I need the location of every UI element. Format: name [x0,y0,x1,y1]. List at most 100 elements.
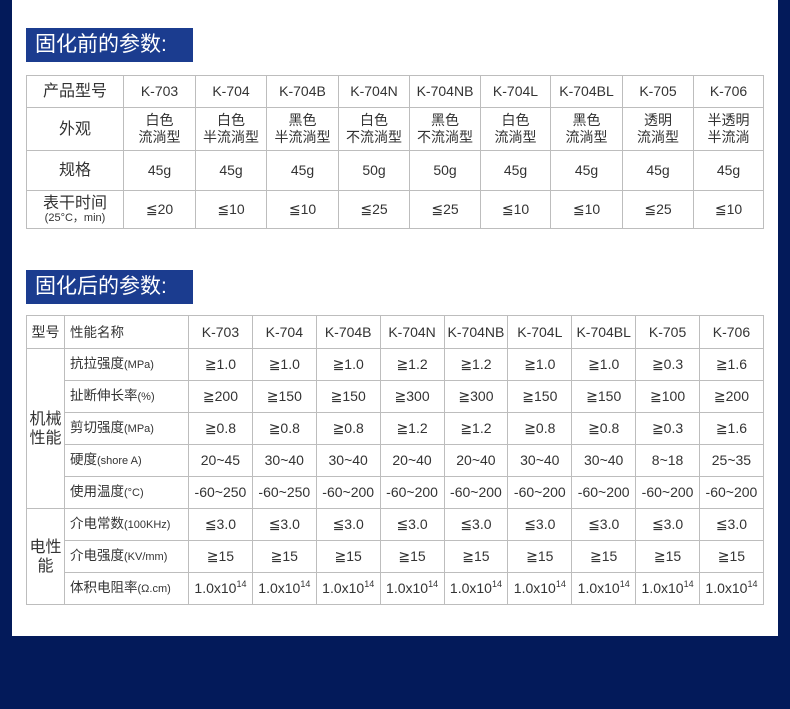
model-header: K-704N [379,315,445,349]
table-cell: 白色 流淌型 [480,107,551,151]
table-cell: ≧15 [188,540,253,573]
model-header: K-704B [266,75,339,108]
table-cell: 1.0x1014 [635,572,700,605]
model-header: K-704NB [409,75,481,108]
table-cell: 1.0x1014 [699,572,764,605]
table-cell: 45g [123,150,196,191]
table-cell: ≧200 [188,380,253,413]
table-cell: ≦10 [550,190,623,229]
table-cell: 1.0x1014 [315,572,381,605]
table-cell: ≦25 [622,190,694,229]
table-cell: ≧15 [251,540,317,573]
model-header: K-704 [251,315,317,349]
property-unit: (Ω.cm) [137,583,171,595]
table-cell: ≦10 [480,190,551,229]
table-cell: ≧300 [443,380,509,413]
table-cell: -60~200 [507,476,573,509]
table-cell: 30~40 [315,444,381,477]
table-cell: 1.0x1014 [188,572,253,605]
property-name-text: 介电常数 [70,516,124,531]
cell-line: 不流淌型 [417,129,473,145]
header-row: 产品型号 K-703 K-704 K-704B K-704N K-704NB K-704L K… [26,75,764,108]
table-cell: ≦3.0 [571,508,637,541]
cell-line: 半透明 [707,112,750,128]
before-curing-table: 产品型号 K-703 K-704 K-704B K-704N K-704NB K-704L K… [26,75,764,229]
property-unit: (KV/mm) [124,551,168,563]
group-label: 电性能 [26,508,65,605]
table-row: 介电强度(KV/mm) ≧15 ≧15 ≧15 ≧15 ≧15 ≧15 ≧15 ≧15 ≧15 [27,540,764,573]
table-cell: ≦10 [195,190,267,229]
cell-line: 白色 [145,112,174,128]
table-cell: ≧15 [379,540,445,573]
table-cell: ≧150 [251,380,317,413]
table-cell: ≧0.8 [188,412,253,445]
property-name: 抗拉强度(MPa) [64,348,189,381]
model-header: K-706 [699,315,764,349]
table-cell: 透明 流淌型 [622,107,694,151]
table-cell: -60~200 [315,476,381,509]
table-cell: -60~200 [443,476,509,509]
table-cell: ≧0.8 [507,412,573,445]
table-cell: ≧1.0 [188,348,253,381]
table-cell: ≧0.8 [251,412,317,445]
header-name: 性能名称 [64,315,189,349]
header-label: 产品型号 [26,75,124,108]
table-cell: ≧1.2 [379,412,445,445]
table-cell: ≦3.0 [251,508,317,541]
table-cell: -60~250 [251,476,317,509]
table-cell: 45g [622,150,694,191]
model-header: K-705 [635,315,700,349]
table-cell: ≧15 [571,540,637,573]
model-header: K-703 [123,75,196,108]
table-cell: ≧300 [379,380,445,413]
table-cell: ≧1.0 [507,348,573,381]
table-cell: 50g [338,150,410,191]
header-type: 型号 [26,315,65,349]
table-cell: -60~250 [188,476,253,509]
section-title-before-curing: 固化前的参数: [26,28,193,62]
table-cell: 黑色 不流淌型 [409,107,481,151]
table-cell: ≧1.6 [699,348,764,381]
table-cell: ≧0.8 [571,412,637,445]
table-cell: 45g [550,150,623,191]
table-cell: 30~40 [571,444,637,477]
property-unit: (%) [137,391,155,403]
cell-line: 流淌型 [494,129,537,145]
table-cell: 45g [195,150,267,191]
model-header: K-704 [195,75,267,108]
model-header: K-703 [188,315,253,349]
cell-line: 流淌型 [637,129,679,145]
exponent: 14 [683,579,694,589]
table-cell: -60~200 [379,476,445,509]
cell-line: 白色 [501,112,530,128]
table-cell: ≧15 [315,540,381,573]
table-cell: ≦3.0 [315,508,381,541]
table-cell: ≦3.0 [699,508,764,541]
table-cell: 1.0x1014 [571,572,637,605]
cell-line: 黑色 [288,112,317,128]
property-unit: (100KHz) [124,519,171,531]
table-row: 电性能 介电常数(100KHz) ≦3.0 ≦3.0 ≦3.0 ≦3.0 ≦3.0 ≦3.0 ≦… [26,508,764,605]
model-header: K-704B [315,315,381,349]
cell-line: 白色 [217,112,245,128]
row-label: 规格 [26,150,124,191]
model-header: K-704BL [550,75,623,108]
table-cell: ≦10 [693,190,764,229]
property-name-text: 体积电阻率 [70,580,138,595]
table-cell: ≧1.2 [379,348,445,381]
table-cell: ≧0.3 [635,348,700,381]
cell-line: 透明 [644,112,672,128]
cell-line: 流淌型 [565,129,608,145]
table-cell: ≦25 [338,190,410,229]
table-cell: ≧1.2 [443,348,509,381]
table-cell: ≧0.8 [315,412,381,445]
property-name: 介电常数(100KHz) [64,508,189,541]
cell-line: 半流淌型 [203,129,259,145]
table-row: 剪切强度(MPa) ≧0.8 ≧0.8 ≧0.8 ≧1.2 ≧1.2 ≧0.8 ≧0.8 ≧0.… [27,412,764,445]
property-name-text: 硬度 [70,452,97,467]
property-unit: (MPa) [124,359,154,371]
table-cell: 25~35 [699,444,764,477]
property-unit: (shore A) [97,455,142,467]
table-row: 表干时间 (25°C，min) ≦20 ≦10 ≦10 ≦25 ≦25 ≦10 ≦10 ≦25 ≦1… [26,190,764,229]
table-cell: ≦25 [409,190,481,229]
